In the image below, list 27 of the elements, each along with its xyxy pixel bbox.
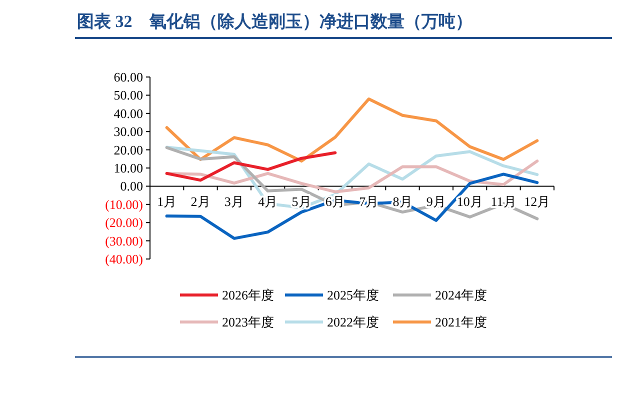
y-tick-label: 10.00 — [114, 160, 143, 176]
y-tick-label: (20.00) — [105, 215, 143, 230]
x-tick-label: 12月 — [524, 194, 550, 210]
y-tick-label: 40.00 — [114, 106, 143, 121]
chart-title: 图表 32 氧化铝（除人造刚玉）净进口数量（万吨） — [77, 12, 472, 31]
x-tick-label: 2月 — [190, 194, 210, 210]
y-tick-label: (40.00) — [105, 252, 143, 266]
x-tick-label: 10月 — [456, 194, 483, 210]
legend-label: 2021年度 — [435, 314, 487, 330]
x-tick-label: 1月 — [157, 194, 177, 210]
x-tick-label: 11月 — [490, 194, 516, 210]
legend-label: 2025年度 — [327, 288, 379, 302]
x-tick-label: 9月 — [426, 194, 446, 210]
x-tick-label: 3月 — [224, 194, 244, 210]
x-tick-label: 5月 — [292, 194, 312, 210]
y-tick-label: 0.00 — [120, 178, 143, 194]
legend-label: 2023年度 — [222, 314, 274, 330]
y-tick-label: 20.00 — [114, 142, 143, 158]
y-tick-label: 60.00 — [114, 70, 143, 84]
y-tick-label: (30.00) — [105, 233, 143, 248]
legend-label: 2022年度 — [327, 314, 379, 330]
x-tick-label: 4月 — [258, 194, 278, 210]
legend-label: 2024年度 — [435, 288, 487, 302]
legend-label: 2026年度 — [222, 288, 274, 302]
y-tick-label: 30.00 — [114, 124, 143, 140]
y-tick-label: (10.00) — [105, 196, 143, 212]
y-tick-label: 50.00 — [114, 88, 143, 103]
